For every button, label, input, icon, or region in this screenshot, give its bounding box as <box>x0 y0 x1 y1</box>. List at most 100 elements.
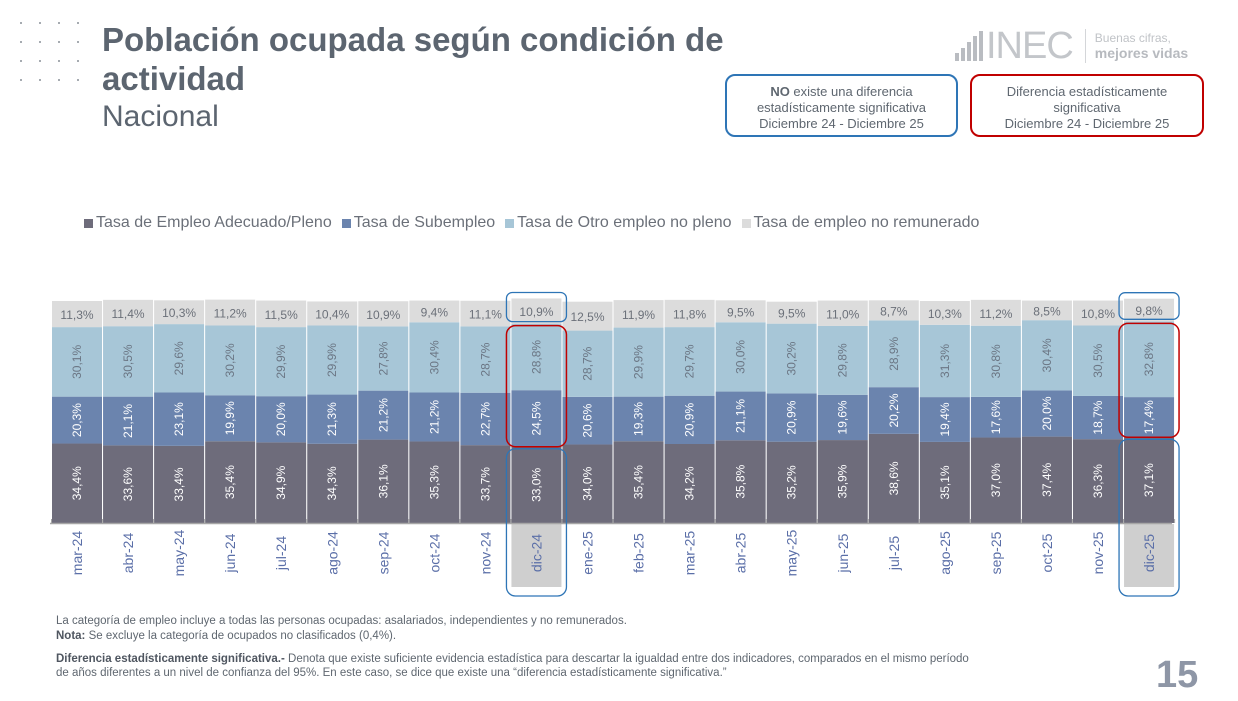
bar-segment-3 <box>919 324 970 398</box>
box-text: Diciembre 24 - Diciembre 25 <box>759 116 924 131</box>
bar-segment-4 <box>868 300 919 321</box>
x-tick-label: nov-24 <box>477 531 493 574</box>
data-label: 10,3% <box>162 306 196 320</box>
bar-segment-2 <box>52 396 102 444</box>
data-label: 34,9% <box>274 465 288 499</box>
page-number: 15 <box>1156 654 1199 696</box>
bar-segment-3 <box>256 327 307 397</box>
data-label: 30,5% <box>121 344 135 378</box>
data-label: 9,5% <box>727 305 755 319</box>
data-label: 33,7% <box>478 467 492 501</box>
legend-item-no-remunerado: Tasa de empleo no remunerado <box>741 214 979 232</box>
x-tick-label: sep-25 <box>988 531 1004 574</box>
bar-segment-3 <box>664 327 715 396</box>
data-label: 28,7% <box>478 342 492 376</box>
data-label: 24,5% <box>529 401 543 435</box>
legend-label: Tasa de Empleo Adecuado/Pleno <box>96 214 332 231</box>
data-label: 21,3% <box>325 402 339 436</box>
bar-segment-1 <box>715 440 766 523</box>
bar-segment-3 <box>715 322 766 392</box>
data-label: 38,6% <box>887 461 901 495</box>
bar-segment-1 <box>154 445 205 523</box>
bar-segment-4 <box>52 301 102 328</box>
bar-segment-4 <box>205 299 256 326</box>
x-tick-label: jun-24 <box>222 533 238 573</box>
data-label: 20,0% <box>274 402 288 436</box>
bar-segment-1 <box>817 440 868 523</box>
data-label: 29,9% <box>632 345 646 379</box>
data-label: 37,1% <box>1142 463 1156 497</box>
x-tick-label: may-25 <box>784 529 800 576</box>
data-label: 12,5% <box>570 310 604 324</box>
data-label: 30,2% <box>223 343 237 377</box>
legend-item-otro-no-pleno: Tasa de Otro empleo no pleno <box>505 214 732 232</box>
bar-segment-4 <box>307 301 358 326</box>
bar-segment-3 <box>1073 325 1123 396</box>
data-label: 28,7% <box>581 346 595 380</box>
difference-outline <box>505 324 568 448</box>
bar-segment-4 <box>409 300 460 323</box>
bar-segment-4 <box>562 301 613 331</box>
logo-divider <box>1084 29 1086 63</box>
bar-segment-3 <box>52 327 102 397</box>
bar-segment-4 <box>664 299 715 328</box>
x-tick-label: ene-25 <box>580 531 596 575</box>
footnote-note: Nota: Se excluye la categoría de ocupado… <box>56 629 396 643</box>
bar-segment-3 <box>409 322 460 393</box>
bar-segment-1 <box>511 446 562 523</box>
highlight-label-band <box>1124 524 1175 587</box>
data-label: 37,0% <box>989 463 1003 497</box>
bar-segment-1 <box>766 441 817 523</box>
bar-segment-3 <box>103 326 154 397</box>
data-label: 20,6% <box>581 403 595 437</box>
bar-segment-1 <box>970 437 1021 523</box>
data-label: 35,4% <box>632 465 646 499</box>
data-label: 31,3% <box>938 344 952 378</box>
bar-segment-3 <box>205 325 256 396</box>
chart-legend: Tasa de Empleo Adecuado/Pleno Tasa de Su… <box>84 214 979 232</box>
bar-segment-2 <box>1124 397 1175 438</box>
difference-outline <box>1118 322 1180 439</box>
data-label: 29,8% <box>836 343 850 377</box>
data-label: 30,2% <box>785 341 799 375</box>
bar-segment-2 <box>970 396 1021 438</box>
x-tick-label: dic-24 <box>528 534 544 572</box>
data-label: 34,4% <box>70 466 84 500</box>
bar-segment-2 <box>664 395 715 444</box>
footnote-scope: La categoría de empleo incluye a todas l… <box>56 615 627 627</box>
bar-segment-3 <box>562 330 613 397</box>
data-label: 34,0% <box>581 466 595 500</box>
data-label: 29,7% <box>683 344 697 378</box>
bar-segment-2 <box>205 395 256 442</box>
bar-segment-2 <box>511 390 562 447</box>
x-tick-label: oct-24 <box>426 533 442 572</box>
bar-segment-1 <box>562 444 613 523</box>
bar-segment-1 <box>1124 437 1175 523</box>
no-difference-outline <box>1118 292 1180 320</box>
data-label: 30,4% <box>1040 338 1054 372</box>
x-tick-label: jun-25 <box>835 533 851 573</box>
data-label: 10,9% <box>366 308 400 322</box>
data-label: 17,6% <box>989 400 1003 434</box>
bar-segment-2 <box>103 396 154 446</box>
data-label: 21,1% <box>121 404 135 438</box>
x-tick-label: ago-24 <box>324 531 340 575</box>
data-label: 19,9% <box>223 401 237 435</box>
data-label: 10,3% <box>928 307 962 321</box>
bar-segment-3 <box>1124 321 1175 398</box>
bar-segment-3 <box>1021 320 1072 391</box>
no-difference-outline <box>505 291 568 323</box>
legend-swatch <box>505 218 515 228</box>
bar-segment-3 <box>970 325 1021 397</box>
x-tick-label: jul-24 <box>273 536 289 571</box>
bar-segment-4 <box>1073 300 1123 326</box>
data-label: 32,8% <box>1142 342 1156 376</box>
data-label: 29,9% <box>274 344 288 378</box>
data-label: 33,4% <box>172 467 186 501</box>
page-subtitle: Nacional <box>102 100 219 133</box>
data-label: 22,7% <box>478 402 492 436</box>
bar-segment-4 <box>613 300 664 328</box>
x-tick-label: abr-24 <box>120 533 136 574</box>
x-tick-label: ago-25 <box>937 531 953 575</box>
inec-logo: INEC Buenas cifras, mejores vidas <box>955 26 1188 66</box>
